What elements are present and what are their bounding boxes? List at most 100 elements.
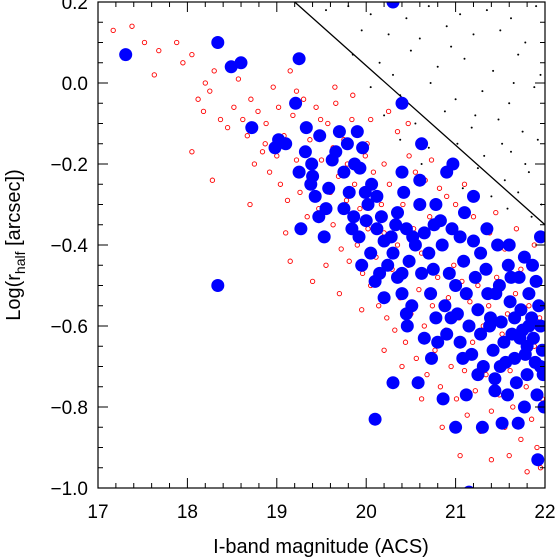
small-red-point (467, 299, 473, 305)
large-blue-point (453, 230, 467, 244)
large-blue-point (424, 287, 438, 301)
small-red-point (464, 412, 470, 418)
large-blue-point (504, 270, 518, 284)
small-red-point (507, 367, 513, 374)
dot-point (470, 126, 473, 129)
small-red-point (217, 116, 224, 123)
y-axis-label-subscript: half (12, 251, 28, 274)
large-blue-point (368, 274, 382, 288)
small-red-point (386, 181, 393, 187)
large-blue-point (459, 388, 473, 402)
large-blue-point (517, 250, 531, 264)
large-blue-point (234, 56, 248, 70)
large-blue-point (279, 137, 293, 151)
large-blue-point (427, 218, 441, 232)
dot-point (510, 150, 512, 153)
large-blue-point (399, 307, 413, 321)
large-blue-point (445, 222, 459, 236)
dot-point (383, 114, 386, 117)
x-tick-label: 19 (266, 502, 287, 523)
small-red-point (336, 290, 343, 297)
dot-point (512, 82, 515, 84)
small-red-point (247, 201, 253, 208)
large-blue-point (317, 230, 331, 244)
large-blue-point (446, 157, 460, 171)
small-red-point (486, 303, 492, 309)
small-red-point (174, 39, 180, 46)
small-red-point (469, 339, 476, 345)
small-red-point (244, 133, 250, 139)
large-blue-point (384, 230, 398, 244)
small-red-point (413, 355, 419, 362)
large-blue-point (304, 177, 318, 191)
dot-point (325, 9, 327, 12)
small-red-point (332, 84, 338, 90)
small-red-point (448, 363, 454, 370)
small-red-point (461, 181, 468, 187)
small-red-point (445, 295, 452, 301)
large-blue-point (395, 287, 409, 301)
plot-area (110, 2, 545, 488)
dot-point (485, 9, 488, 12)
small-red-point (472, 388, 478, 394)
large-blue-point (435, 238, 449, 252)
large-blue-point (489, 287, 503, 301)
small-red-point (405, 120, 411, 127)
dot-point (409, 49, 412, 52)
dot-point (524, 163, 527, 165)
dot-point (521, 130, 524, 133)
large-blue-point (508, 351, 522, 365)
dot-point (490, 195, 493, 198)
large-blue-point (462, 319, 476, 333)
large-blue-point (415, 137, 429, 151)
diagonal-limit-line (294, 2, 545, 226)
large-blue-point (502, 238, 516, 252)
small-red-point (300, 96, 307, 102)
small-red-point (307, 137, 313, 143)
large-blue-point (413, 198, 427, 211)
large-blue-point (395, 96, 409, 110)
large-blue-point (426, 262, 440, 276)
large-blue-point (305, 157, 319, 171)
large-blue-point (245, 121, 259, 135)
large-blue-point (453, 335, 467, 349)
small-red-point (202, 80, 208, 86)
x-tick-label: 21 (445, 502, 466, 523)
dot-point (420, 163, 423, 165)
dot-point (472, 33, 475, 36)
small-red-point (432, 347, 438, 353)
large-blue-point (348, 157, 362, 171)
axis-ticks: 17 18 19 20 21 22 0.2 0.0 −0.2 −0.4 −0.6 −0.8 −1.0 (50, 0, 555, 523)
large-blue-point (298, 145, 312, 159)
large-blue-point (289, 96, 303, 110)
dot-point (392, 73, 394, 76)
large-blue-point (211, 36, 225, 49)
small-red-point (359, 270, 366, 277)
large-blue-point (508, 311, 522, 325)
large-blue-point (503, 295, 517, 309)
small-red-point (290, 112, 296, 119)
small-red-point (381, 161, 387, 167)
small-red-point (313, 104, 319, 110)
small-red-point (346, 258, 352, 264)
small-red-point (399, 363, 405, 370)
small-red-point (309, 278, 316, 285)
large-blue-point (442, 266, 456, 280)
small-red-point (427, 214, 433, 220)
large-blue-point (457, 254, 471, 268)
large-blue-point (365, 177, 379, 191)
x-tick-label: 20 (356, 502, 377, 523)
y-tick-label: −0.2 (50, 155, 88, 176)
small-red-point (251, 161, 258, 167)
large-blue-point (535, 343, 545, 357)
dot-point (436, 65, 439, 68)
large-blue-point (395, 266, 409, 280)
large-blue-point (292, 52, 306, 66)
y-tick-label: −0.4 (50, 236, 88, 257)
large-blue-point (501, 388, 514, 402)
large-blue-point (402, 254, 416, 268)
small-red-point (526, 303, 532, 309)
small-red-point (287, 68, 293, 74)
large-blue-point (211, 279, 225, 292)
small-red-point (156, 47, 162, 54)
